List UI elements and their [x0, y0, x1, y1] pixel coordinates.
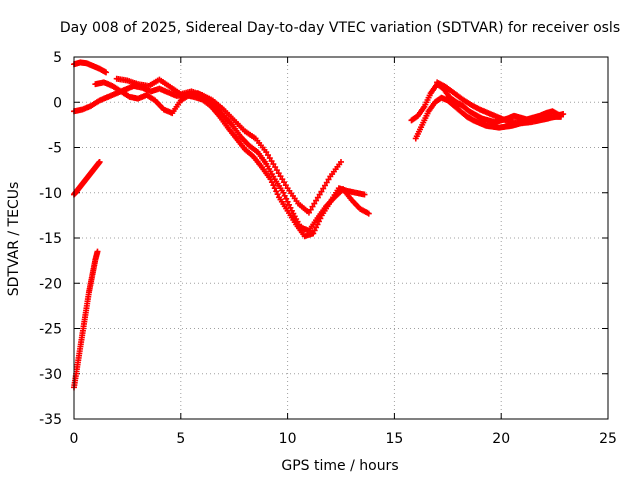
data-point — [311, 227, 318, 234]
data-point — [284, 198, 291, 205]
y-tick-label: -30 — [39, 367, 62, 383]
data-point — [338, 158, 344, 165]
data-point — [281, 192, 288, 199]
data-point — [270, 182, 277, 189]
series-arc-1 — [71, 158, 103, 198]
data-point — [265, 152, 272, 159]
data-point — [283, 195, 290, 202]
data-point — [273, 167, 280, 174]
data-point — [274, 191, 281, 198]
data-point — [275, 170, 282, 177]
data-point — [271, 185, 278, 192]
chart-title: Day 008 of 2025, Sidereal Day-to-day VTE… — [60, 20, 620, 36]
data-point — [560, 111, 567, 118]
data-point — [268, 158, 275, 165]
x-tick-label: 25 — [599, 431, 617, 447]
data-point — [305, 209, 312, 216]
axis-ticks: 0 5 10 15 20 25 5 0 -5 -10 -15 -20 -25 -30 -35 — [39, 50, 617, 447]
data-point — [309, 203, 316, 210]
data-point — [96, 158, 103, 165]
data-point — [103, 69, 110, 76]
y-tick-label: 5 — [53, 50, 62, 66]
data-point — [310, 230, 317, 237]
data-point — [307, 206, 314, 213]
data-point — [287, 204, 294, 211]
data-point — [282, 182, 289, 189]
series-arc-9 — [434, 79, 567, 127]
data-point — [323, 179, 330, 186]
data-point — [286, 201, 293, 208]
data-point — [321, 182, 328, 189]
data-point — [94, 248, 101, 255]
x-tick-label: 20 — [492, 431, 510, 447]
data-point — [266, 155, 273, 162]
data-point — [314, 194, 321, 201]
series-arc-2 — [71, 248, 101, 391]
data-point — [277, 173, 284, 180]
y-tick-label: -10 — [39, 186, 62, 202]
y-tick-label: -35 — [39, 412, 62, 428]
x-tick-label: 10 — [279, 431, 297, 447]
y-tick-label: -20 — [39, 276, 62, 292]
data-point — [316, 191, 323, 198]
y-tick-label: -15 — [39, 231, 62, 247]
data-point — [273, 188, 280, 195]
y-tick-label: -5 — [48, 141, 62, 157]
data-point — [281, 179, 288, 186]
x-tick-label: 5 — [176, 431, 185, 447]
series-arc-6 — [113, 75, 344, 216]
data-point — [313, 197, 320, 204]
y-axis-label: SDTVAR / TECUs — [6, 182, 22, 297]
data-point — [325, 176, 332, 183]
data-point — [318, 188, 325, 195]
data-point — [361, 191, 368, 198]
x-tick-label: 0 — [70, 431, 79, 447]
data-point — [320, 185, 327, 192]
x-tick-label: 15 — [385, 431, 403, 447]
data-point — [313, 224, 320, 231]
data-point — [311, 200, 318, 207]
data-points — [71, 59, 567, 391]
y-tick-label: -25 — [39, 322, 62, 338]
data-point — [279, 176, 286, 183]
plot-frame — [73, 56, 609, 420]
series-arc-3 — [71, 59, 110, 76]
data-point — [270, 161, 277, 168]
data-point — [263, 149, 270, 156]
y-tick-label: 0 — [53, 95, 62, 111]
x-axis-label: GPS time / hours — [281, 458, 398, 474]
data-point — [365, 210, 372, 217]
data-point — [280, 189, 287, 196]
data-point — [272, 164, 279, 171]
grid-lines — [74, 57, 608, 419]
